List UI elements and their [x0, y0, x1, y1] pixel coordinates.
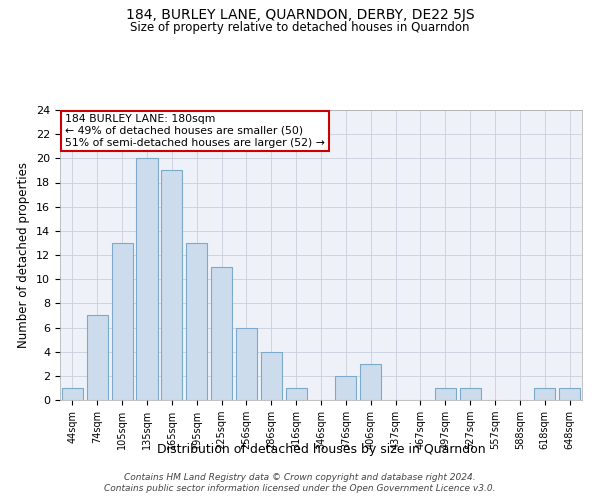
Bar: [87, 316, 108, 400]
Bar: [435, 388, 456, 400]
Bar: [211, 267, 232, 400]
Bar: [559, 388, 580, 400]
Text: Contains HM Land Registry data © Crown copyright and database right 2024.: Contains HM Land Registry data © Crown c…: [124, 472, 476, 482]
Bar: [236, 328, 257, 400]
Bar: [136, 158, 158, 400]
Text: Size of property relative to detached houses in Quarndon: Size of property relative to detached ho…: [130, 21, 470, 34]
Bar: [261, 352, 282, 400]
Bar: [335, 376, 356, 400]
Text: Contains public sector information licensed under the Open Government Licence v3: Contains public sector information licen…: [104, 484, 496, 493]
Bar: [360, 364, 381, 400]
Bar: [186, 243, 207, 400]
Text: 184, BURLEY LANE, QUARNDON, DERBY, DE22 5JS: 184, BURLEY LANE, QUARNDON, DERBY, DE22 …: [125, 8, 475, 22]
Y-axis label: Number of detached properties: Number of detached properties: [17, 162, 31, 348]
Text: 184 BURLEY LANE: 180sqm
← 49% of detached houses are smaller (50)
51% of semi-de: 184 BURLEY LANE: 180sqm ← 49% of detache…: [65, 114, 325, 148]
Bar: [460, 388, 481, 400]
Bar: [534, 388, 555, 400]
Bar: [112, 243, 133, 400]
Bar: [161, 170, 182, 400]
Bar: [286, 388, 307, 400]
Bar: [62, 388, 83, 400]
Text: Distribution of detached houses by size in Quarndon: Distribution of detached houses by size …: [157, 442, 485, 456]
